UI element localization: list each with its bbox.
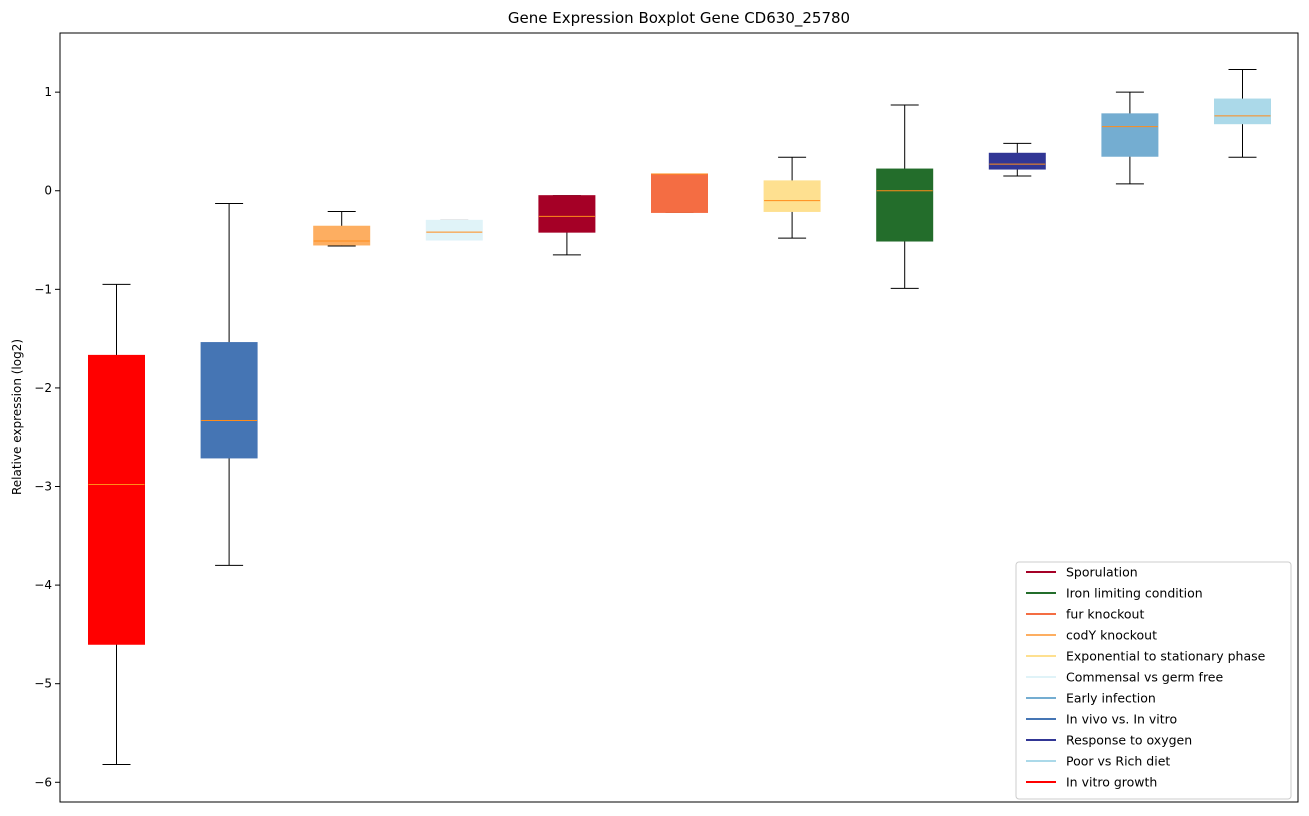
box-exponential-to-stationary-phase <box>763 156 821 239</box>
box-in-vitro-growth <box>88 283 145 766</box>
legend-label: Poor vs Rich diet <box>1066 754 1170 769</box>
legend-label: Iron limiting condition <box>1066 586 1203 601</box>
box-body <box>425 219 483 241</box>
y-tick-label: −5 <box>34 677 52 691</box>
y-tick-label: −4 <box>34 578 52 592</box>
legend-box <box>1015 561 1292 800</box>
box-body <box>538 195 596 233</box>
y-tick-label: −1 <box>34 282 52 296</box>
box-body <box>876 168 934 242</box>
y-tick-label: −3 <box>34 480 52 494</box>
box-body <box>763 180 821 212</box>
box-body <box>88 354 145 645</box>
box-in-vivo-vs-in-vitro <box>200 203 258 566</box>
y-tick-label: −2 <box>34 381 52 395</box>
legend-label: Exponential to stationary phase <box>1066 649 1266 664</box>
box-fur-knockout <box>651 173 708 213</box>
legend-label: Sporulation <box>1066 565 1138 580</box>
y-tick-label: −6 <box>34 775 52 789</box>
y-axis: 1 0 −1 −2 −3 −4 −5 −6 <box>34 85 60 789</box>
y-tick-label: 0 <box>44 184 52 198</box>
box-iron-limiting-condition <box>876 104 934 289</box>
legend-label: Response to oxygen <box>1066 733 1192 748</box>
legend: Sporulation Iron limiting condition fur kn… <box>1015 561 1292 800</box>
legend-label: fur knockout <box>1066 607 1144 622</box>
box-body <box>988 152 1046 170</box>
plot-area <box>88 68 1271 766</box>
legend-label: In vitro growth <box>1066 775 1157 790</box>
box-commensal-vs-germ-free <box>425 219 483 241</box>
box-body <box>651 173 708 213</box>
box-cody-knockout <box>313 210 371 247</box>
box-body <box>1101 113 1159 157</box>
plot-frame <box>59 32 1299 803</box>
box-early-infection <box>1101 91 1159 185</box>
y-axis-label: Relative expression (log2) <box>10 339 24 495</box>
box-response-to-oxygen <box>988 142 1046 177</box>
box-body <box>1214 98 1271 125</box>
legend-label: Early infection <box>1066 691 1156 706</box>
box-body <box>200 342 258 459</box>
legend-label: codY knockout <box>1066 628 1157 643</box>
box-body <box>313 225 371 246</box>
box-sporulation <box>538 195 596 256</box>
legend-label: In vivo vs. In vitro <box>1066 712 1177 727</box>
box-poor-vs-rich-diet <box>1214 68 1271 158</box>
chart-title: Gene Expression Boxplot Gene CD630_25780 <box>508 9 850 28</box>
legend-label: Commensal vs germ free <box>1066 670 1223 685</box>
y-tick-label: 1 <box>44 85 52 99</box>
